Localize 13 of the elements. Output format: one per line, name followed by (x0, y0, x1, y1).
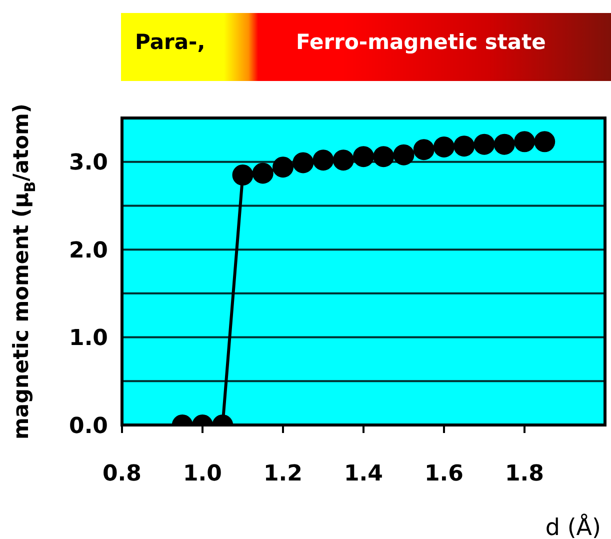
y-tick-label: 0.0 (69, 414, 108, 439)
x-tick-label: 1.2 (264, 462, 302, 487)
x-tick-label: 1.6 (424, 462, 464, 487)
x-tick-label: 1.4 (344, 462, 383, 487)
text: Para-, (135, 30, 206, 54)
x-axis-title: d (Å) (545, 513, 601, 539)
text: Ferro-magnetic state (296, 30, 546, 54)
x-tick-label: 1.0 (183, 462, 222, 487)
y-tick-label: 2.0 (69, 238, 108, 264)
x-tick-label: 0.8 (102, 462, 142, 487)
x-tick-label: 1.8 (505, 462, 544, 487)
y-tick-label: 1.0 (69, 326, 108, 352)
y-tick-label: 3.0 (69, 150, 108, 176)
